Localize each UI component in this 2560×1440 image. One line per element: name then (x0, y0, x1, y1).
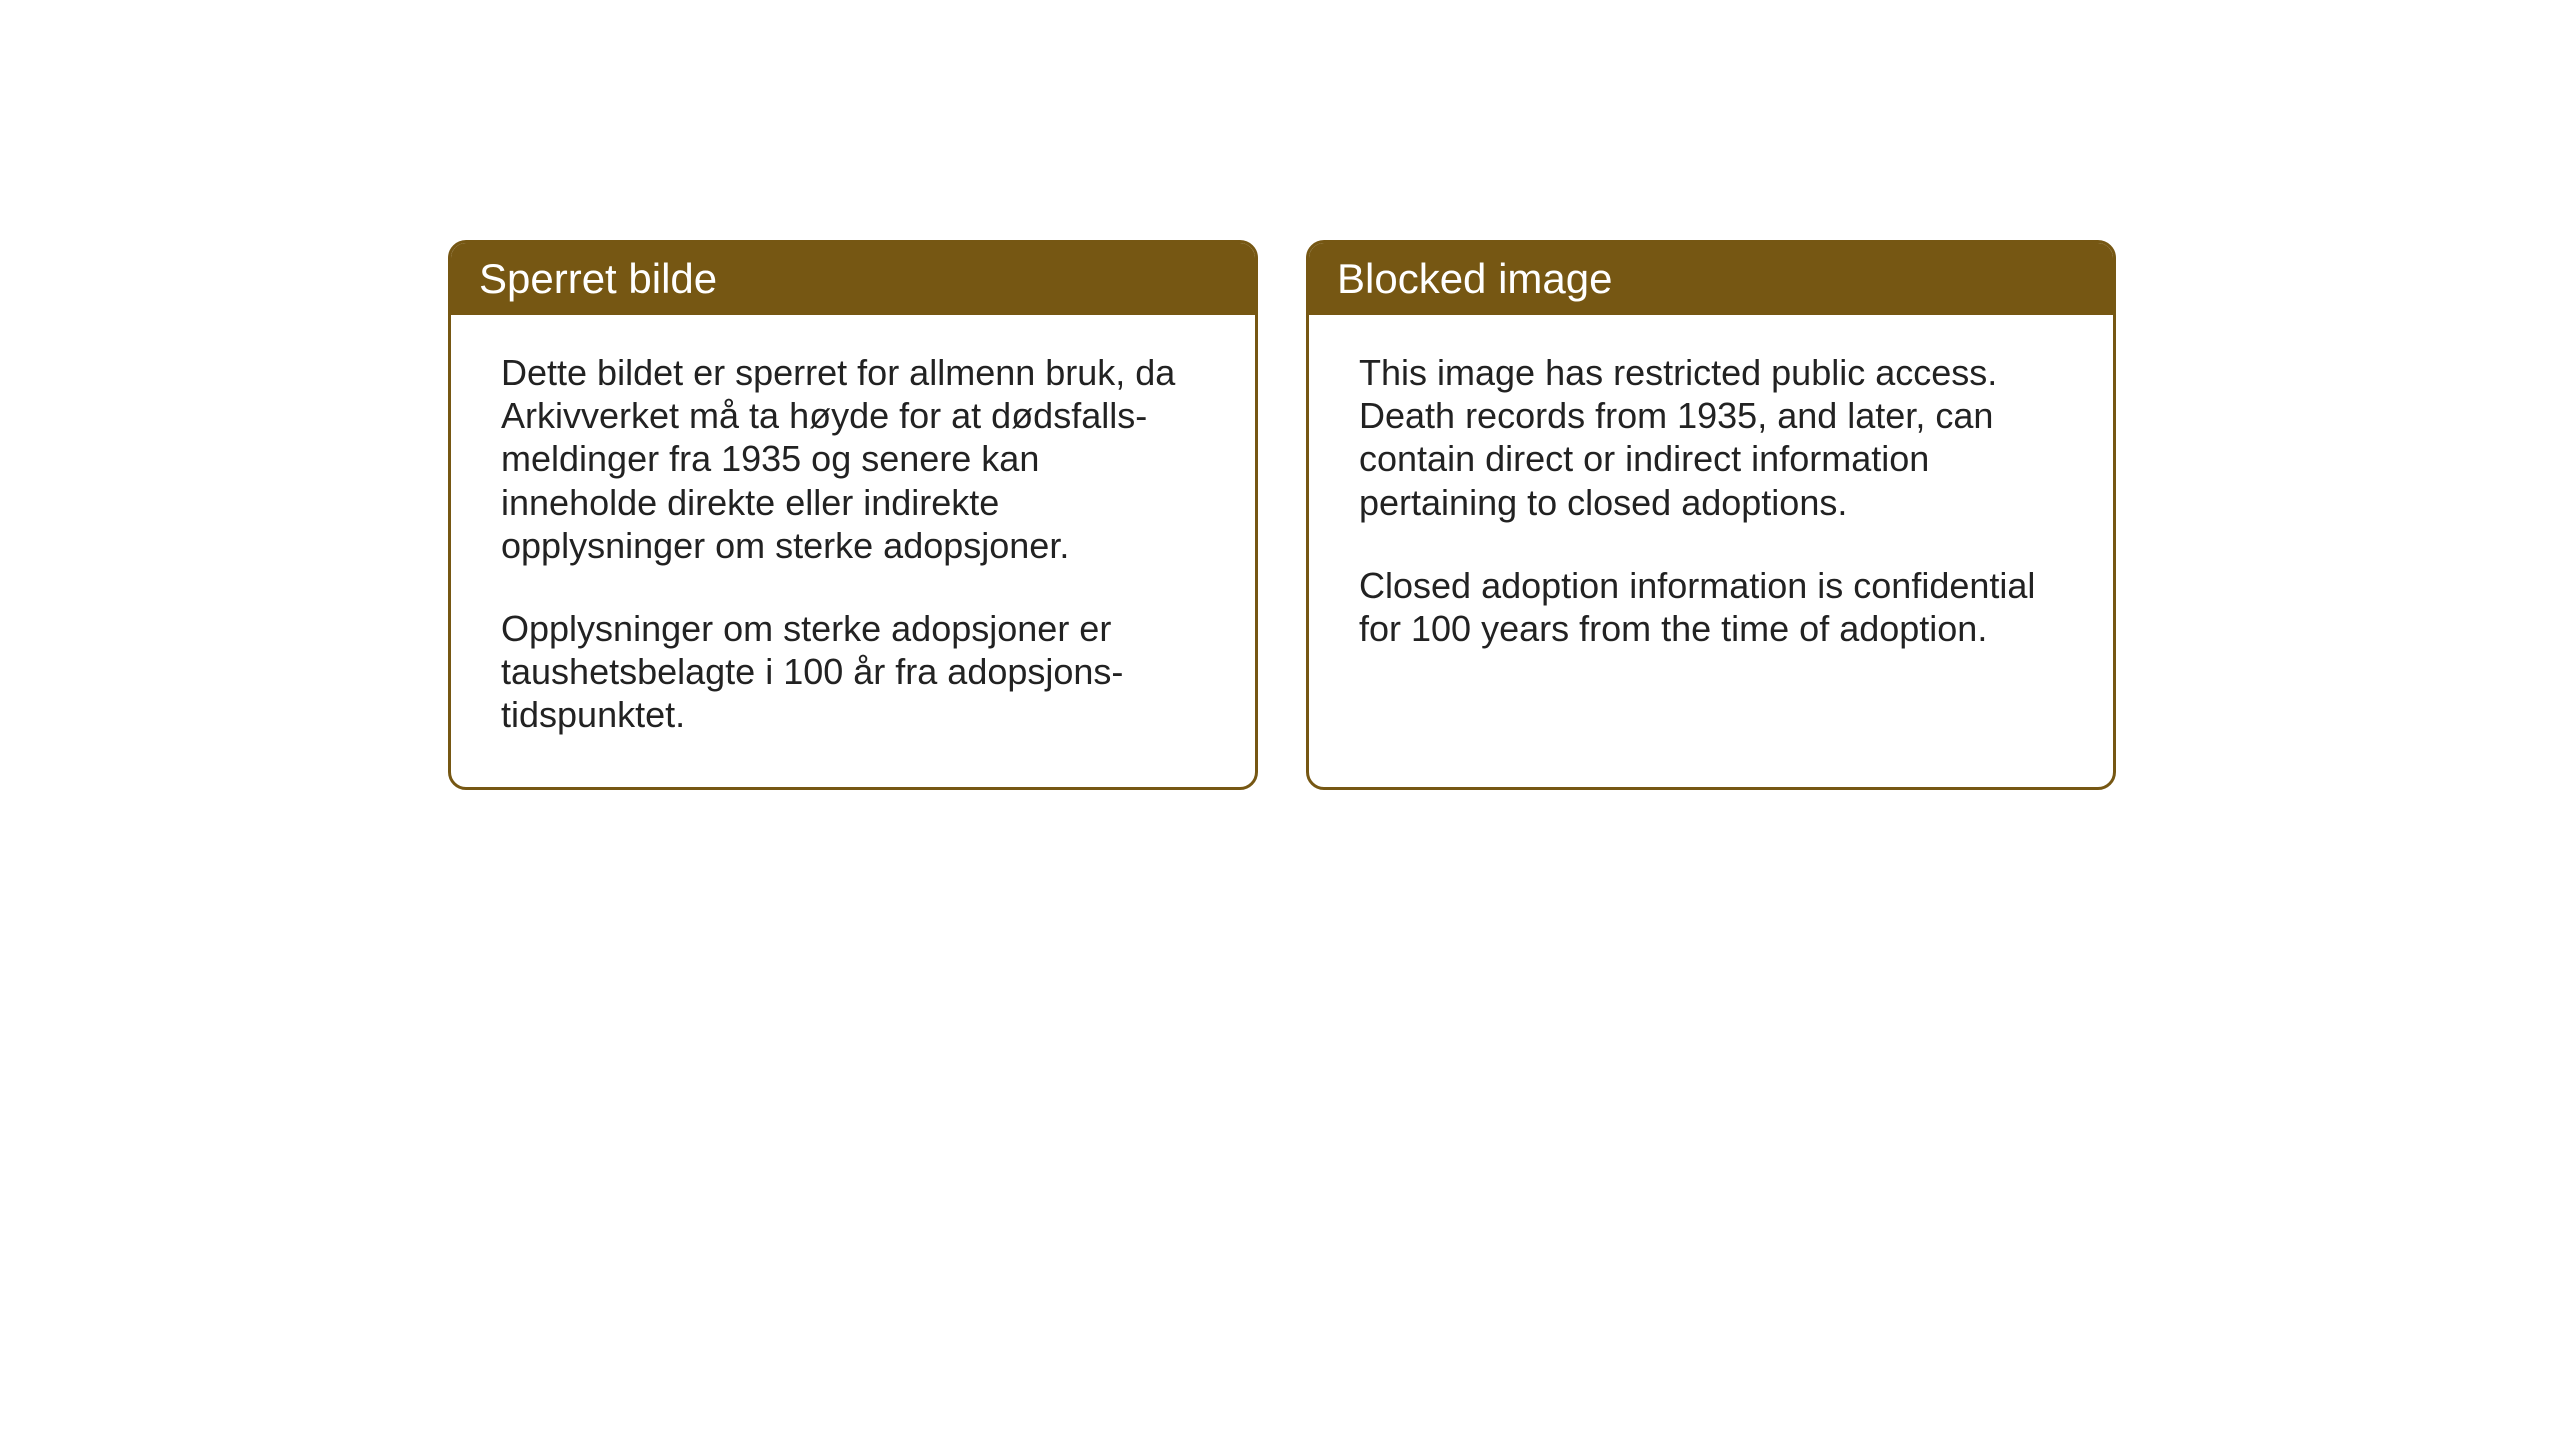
card-paragraph-1-norwegian: Dette bildet er sperret for allmenn bruk… (501, 351, 1205, 567)
card-body-english: This image has restricted public access.… (1309, 315, 2113, 700)
card-title-norwegian: Sperret bilde (451, 243, 1255, 315)
card-title-english: Blocked image (1309, 243, 2113, 315)
card-paragraph-1-english: This image has restricted public access.… (1359, 351, 2063, 524)
card-body-norwegian: Dette bildet er sperret for allmenn bruk… (451, 315, 1255, 787)
info-cards-container: Sperret bilde Dette bildet er sperret fo… (448, 240, 2116, 790)
card-paragraph-2-english: Closed adoption information is confident… (1359, 564, 2063, 650)
info-card-norwegian: Sperret bilde Dette bildet er sperret fo… (448, 240, 1258, 790)
info-card-english: Blocked image This image has restricted … (1306, 240, 2116, 790)
card-paragraph-2-norwegian: Opplysninger om sterke adopsjoner er tau… (501, 607, 1205, 737)
